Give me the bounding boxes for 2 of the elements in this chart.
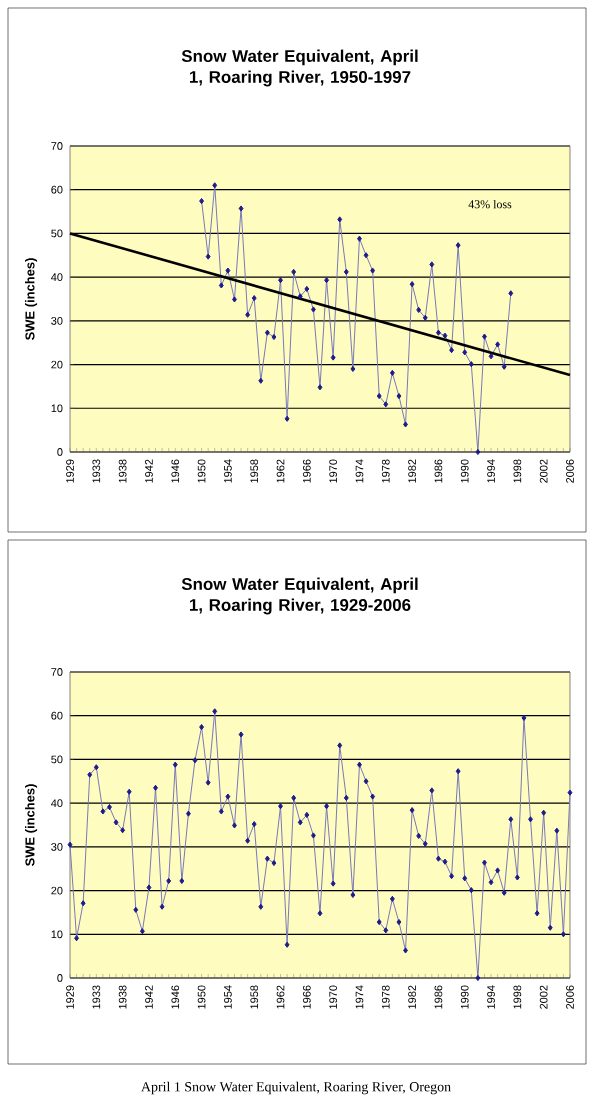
chart-title: Snow Water Equivalent, April 1, Roaring River, 1950-1997: [181, 49, 418, 87]
chart-title: Snow Water Equivalent, April 1, Roaring River, 1929-2006: [181, 577, 418, 615]
